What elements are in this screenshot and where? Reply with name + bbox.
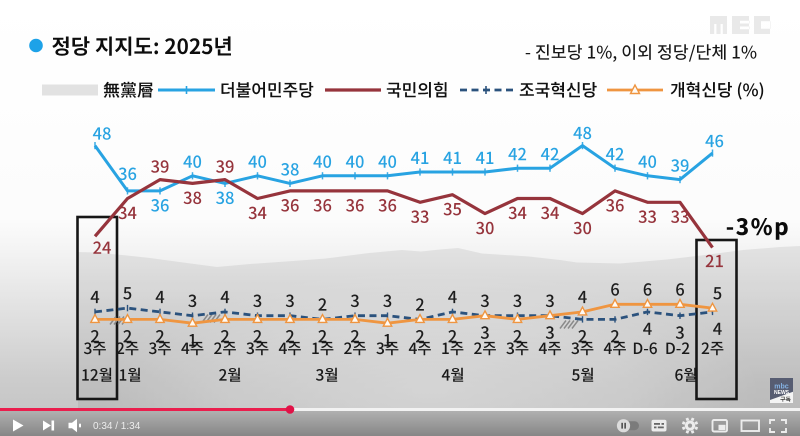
svg-text:NEWS: NEWS: [774, 390, 790, 396]
svg-text:mbc: mbc: [774, 384, 789, 391]
svg-text:0:34 / 1:34: 0:34 / 1:34: [93, 421, 141, 432]
